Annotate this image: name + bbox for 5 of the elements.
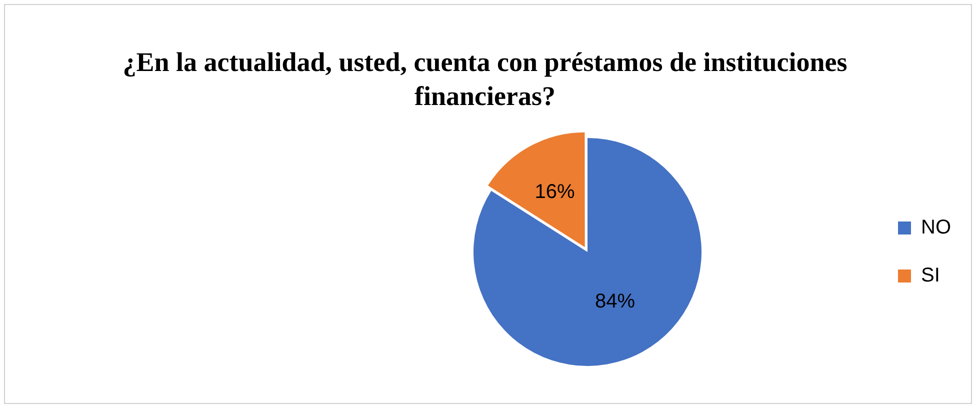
data-label: 16% [534, 180, 575, 203]
legend-label: NO [921, 216, 951, 239]
data-label: 84% [594, 290, 636, 312]
chart-title: ¿En la actualidad, usted, cuenta con préstamos de instituciones financieras? [122, 46, 848, 113]
legend-label: SI [921, 264, 940, 287]
